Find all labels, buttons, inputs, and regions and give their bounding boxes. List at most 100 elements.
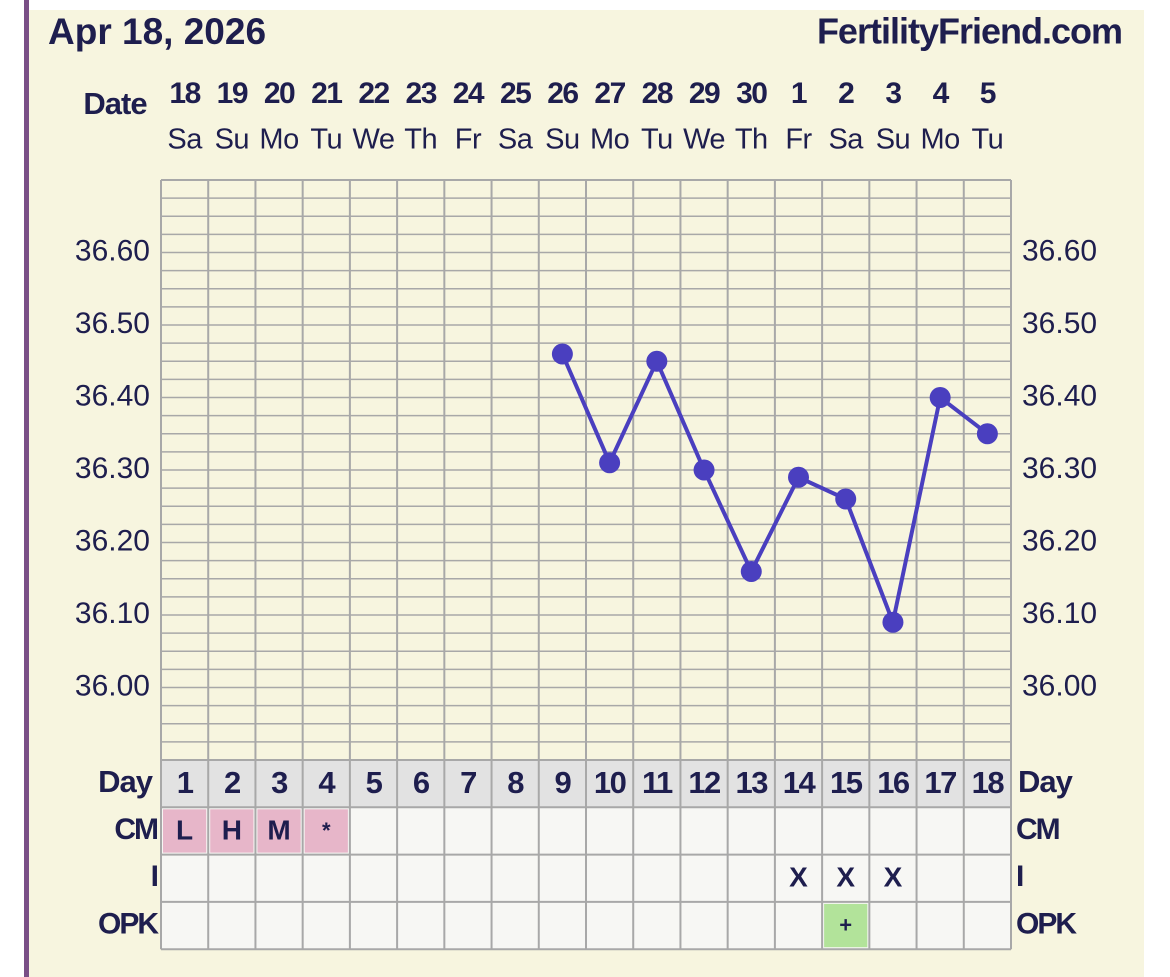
date-label: 21	[311, 77, 342, 110]
weekday-label: Mo	[259, 124, 298, 156]
y2-tick-label: 36.00	[1022, 669, 1097, 702]
row-label-right: CM	[1016, 813, 1059, 846]
site-name: FertilityFriend.com	[817, 11, 1122, 52]
day-number: 13	[736, 765, 769, 800]
cell-fill	[210, 809, 254, 853]
cell-text: X	[836, 862, 855, 893]
day-number: 7	[460, 765, 476, 800]
y-tick-label: 36.20	[75, 524, 150, 557]
temperature-point	[882, 611, 904, 633]
date-label: 30	[736, 77, 767, 110]
y-tick-label: 36.50	[75, 307, 150, 340]
temperature-point	[693, 459, 715, 481]
weekday-label: Sa	[498, 124, 534, 156]
row-label-right: Day	[1018, 764, 1074, 799]
date-label: 19	[217, 77, 248, 110]
day-number: 2	[224, 765, 240, 800]
row-label: CM	[114, 813, 157, 846]
row-label-right: I	[1016, 860, 1023, 893]
y2-tick-label: 36.10	[1022, 597, 1097, 630]
day-number: 6	[413, 765, 430, 800]
date-label: 27	[594, 77, 625, 110]
weekday-label: Th	[735, 124, 768, 156]
date-label: 1	[791, 77, 807, 110]
cell-fill	[824, 903, 868, 948]
cell-text: X	[789, 862, 808, 893]
day-number: 16	[877, 765, 910, 800]
date-label: Date	[83, 86, 147, 121]
y2-tick-label: 36.60	[1022, 234, 1097, 267]
y-tick-label: 36.10	[75, 597, 150, 630]
temperature-point	[788, 466, 809, 488]
weekday-label: Mo	[921, 124, 960, 156]
weekday-label: Tu	[641, 124, 673, 156]
weekday-label: Sa	[167, 124, 203, 156]
temperature-line	[560, 353, 989, 630]
weekday-label: Su	[876, 124, 910, 156]
weekday-label: Th	[404, 124, 437, 156]
weekday-label: Su	[545, 124, 579, 156]
weekday-label: Tu	[971, 124, 1003, 156]
day-number: 17	[924, 765, 956, 800]
weekday-label: Su	[215, 124, 249, 156]
date-label: 4	[933, 77, 950, 110]
weekday-label: Tu	[310, 124, 342, 156]
date-label: 24	[453, 77, 485, 110]
date-label: 29	[689, 77, 720, 110]
date-label: 23	[406, 77, 437, 110]
weekday-label: We	[353, 124, 395, 156]
cell-fill	[163, 809, 207, 853]
date-label: 25	[500, 77, 531, 110]
day-number: 8	[507, 765, 524, 800]
cell-text: X	[884, 862, 903, 893]
row-label: I	[151, 860, 158, 893]
cell-fill	[304, 809, 348, 853]
cell-text: +	[839, 912, 852, 937]
chart-title: Apr 18, 2026	[48, 11, 266, 52]
weekday-label: Fr	[455, 124, 482, 156]
row-label: Day	[98, 764, 154, 799]
day-number: 9	[555, 765, 572, 800]
row-label-right: OPK	[1016, 907, 1077, 940]
day-number: 18	[972, 765, 1005, 800]
cell-text: L	[176, 814, 193, 845]
date-label: 26	[547, 77, 578, 110]
temperature-point	[835, 488, 857, 510]
y2-tick-label: 36.20	[1022, 524, 1097, 557]
date-label: 2	[838, 77, 854, 110]
cell-text: *	[322, 818, 331, 843]
temperature-point	[740, 561, 762, 582]
weekday-label: Fr	[785, 124, 812, 156]
day-number: 11	[642, 765, 673, 800]
date-label: 22	[358, 77, 389, 110]
day-number: 3	[271, 765, 288, 800]
day-number: 12	[688, 765, 720, 800]
y-tick-label: 36.00	[75, 669, 150, 702]
day-number: 4	[318, 765, 336, 800]
left-border	[24, 0, 29, 977]
date-label: 5	[980, 77, 996, 110]
temperature-point	[976, 423, 998, 445]
y-tick-label: 36.40	[75, 379, 150, 412]
temperature-point	[646, 350, 668, 372]
cell-text: H	[222, 814, 242, 845]
y2-tick-label: 36.40	[1022, 379, 1097, 412]
date-label: 28	[642, 77, 673, 110]
date-label: 20	[264, 77, 295, 110]
day-number: 15	[830, 765, 863, 800]
day-number: 5	[366, 765, 383, 800]
weekday-label: Mo	[590, 124, 629, 156]
y-tick-label: 36.60	[75, 234, 150, 267]
cell-text: M	[267, 814, 290, 845]
cell-fill	[257, 809, 301, 853]
date-label: 3	[885, 77, 901, 110]
day-number: 1	[177, 765, 194, 800]
y2-tick-label: 36.50	[1022, 307, 1097, 340]
row-label: OPK	[98, 907, 159, 940]
y-tick-label: 36.30	[75, 452, 150, 485]
weekday-label: We	[683, 124, 725, 156]
temperature-point	[929, 387, 951, 408]
date-label: 18	[169, 77, 200, 110]
